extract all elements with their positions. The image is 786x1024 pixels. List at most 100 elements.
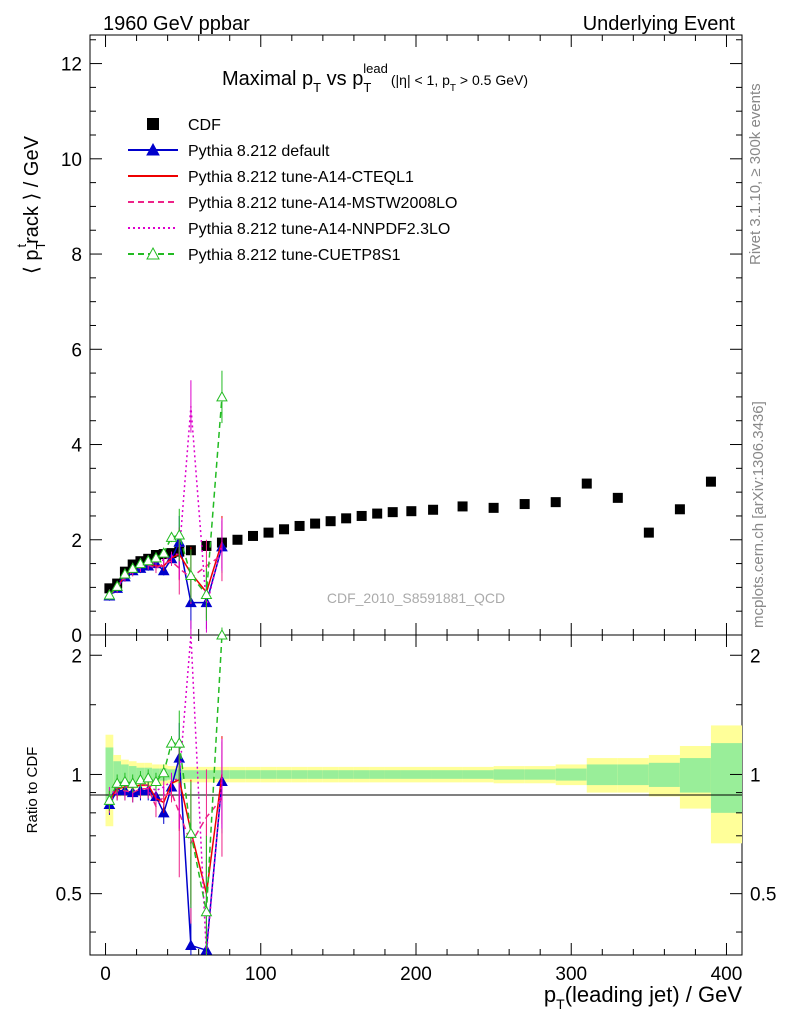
series-marker-main	[157, 547, 170, 558]
band-inner	[493, 769, 525, 780]
analysis-watermark: CDF_2010_S8591881_QCD	[327, 590, 505, 606]
legend-label: Pythia 8.212 tune-A14-CTEQL1	[188, 169, 414, 186]
band-inner	[384, 770, 401, 779]
band-inner	[369, 770, 385, 779]
cdf-point	[488, 502, 499, 513]
ratio-tick-label-right: 0.5	[750, 885, 776, 906]
x-tick-label: 200	[400, 964, 432, 985]
title-main-sub: T	[313, 80, 321, 95]
title-vs-sub: T	[363, 80, 371, 95]
cdf-point	[705, 476, 716, 487]
series-marker-ratio	[200, 905, 213, 917]
y-tick-label: 6	[71, 340, 82, 361]
series-marker-ratio	[142, 771, 155, 783]
series-marker-ratio	[216, 628, 228, 640]
cdf-point	[674, 504, 685, 515]
cdf-point	[643, 527, 654, 538]
series-marker-main	[200, 588, 213, 600]
ratio-tick-label-left: 0.5	[56, 885, 82, 906]
main-ylabel: ⟨ pTtrack ⟩ / GeV	[14, 135, 48, 274]
band-inner	[229, 770, 246, 779]
series-marker-ratio	[103, 794, 116, 805]
band-inner	[291, 770, 308, 779]
xlabel-b: (leading jet) / GeV	[565, 982, 743, 1007]
y-tick-label: 2	[71, 531, 82, 552]
cdf-point	[248, 530, 258, 541]
y-tick-label: 4	[71, 436, 82, 457]
y-tick-label: 10	[61, 150, 82, 171]
xlabel-sub: T	[556, 996, 565, 1012]
cdf-point	[612, 492, 623, 503]
ratio-tick-label-right: 2	[750, 646, 761, 667]
band-inner	[524, 769, 556, 780]
cdf-data-points	[104, 476, 716, 594]
y-tick-label: 8	[71, 245, 82, 266]
series-marker-ratio	[126, 777, 139, 788]
series-marker-main	[185, 569, 197, 580]
cdf-point	[428, 504, 439, 515]
cdf-point	[104, 583, 115, 594]
cdf-point	[341, 513, 352, 524]
series-marker-main	[173, 528, 186, 540]
cdf-point	[457, 501, 468, 512]
series-marker-ratio	[157, 766, 170, 778]
cdf-point	[550, 497, 561, 508]
cdf-point	[406, 506, 417, 517]
ratio-ylabel: Ratio to CDF	[24, 747, 41, 834]
header-right: Underlying Event	[583, 13, 736, 35]
cdf-point	[310, 518, 321, 529]
band-inner	[260, 770, 277, 779]
band-inner	[276, 770, 292, 779]
title-cuts-end: > 0.5 GeV)	[456, 72, 528, 88]
x-tick-label: 400	[711, 964, 743, 985]
x-axis-label: pT(leading jet) / GeV	[544, 982, 742, 1012]
cdf-point	[279, 524, 290, 535]
legend-label: Pythia 8.212 default	[188, 143, 330, 160]
title-cuts: (|η| < 1, p	[391, 72, 450, 88]
cdf-point	[263, 527, 274, 538]
cdf-point	[294, 520, 305, 531]
legend-marker	[146, 246, 160, 260]
legend-label: Pythia 8.212 tune-A14-NNPDF2.3LO	[188, 221, 450, 238]
band-inner	[183, 770, 199, 779]
cdf-point	[519, 499, 530, 510]
band-inner	[353, 770, 370, 779]
legend: CDF Pythia 8.212 default Pythia 8.212 tune…	[128, 117, 457, 264]
series-marker-main	[142, 554, 155, 566]
series-marker-ratio	[173, 737, 186, 748]
series-marker-main	[216, 390, 228, 402]
legend-label: Pythia 8.212 tune-A14-MSTW2008LO	[188, 195, 457, 212]
cdf-point	[232, 534, 243, 545]
header-left: 1960 GeV ppbar	[103, 13, 250, 35]
x-tick-label: 0	[100, 964, 111, 985]
mcplots-label: mcplots.cern.ch [arXiv:1306.3436]	[750, 401, 767, 628]
legend-label: CDF	[188, 117, 221, 134]
band-inner	[710, 743, 742, 813]
band-inner	[462, 770, 494, 779]
cdf-point	[387, 507, 398, 518]
ratio-tick-label-left: 2	[71, 646, 82, 667]
band-inner	[245, 770, 261, 779]
plot-title: Maximal pT vs pTlead(|η| < 1, pT > 0.5 G…	[222, 61, 528, 95]
series-marker-ratio	[119, 775, 131, 786]
mc-series	[103, 370, 228, 956]
series-marker-main	[111, 580, 124, 591]
band-inner	[400, 770, 432, 779]
y-tick-label: 12	[61, 55, 82, 76]
series-marker-main	[134, 557, 147, 569]
band-inner	[586, 764, 618, 786]
ratio-tick-label-right: 1	[750, 765, 761, 786]
title-vs: vs p	[321, 68, 363, 90]
legend-label: Pythia 8.212 tune-CUETP8S1	[188, 247, 401, 264]
cdf-point	[372, 508, 383, 519]
band-inner	[648, 762, 680, 787]
ratio-tick-label-left: 1	[71, 765, 82, 786]
xlabel-a: p	[544, 982, 556, 1007]
y-tick-label: 0	[71, 626, 82, 647]
band-inner	[105, 747, 114, 807]
band-inner	[322, 770, 339, 779]
series-marker-ratio	[185, 939, 197, 950]
series-marker-main	[119, 568, 131, 579]
